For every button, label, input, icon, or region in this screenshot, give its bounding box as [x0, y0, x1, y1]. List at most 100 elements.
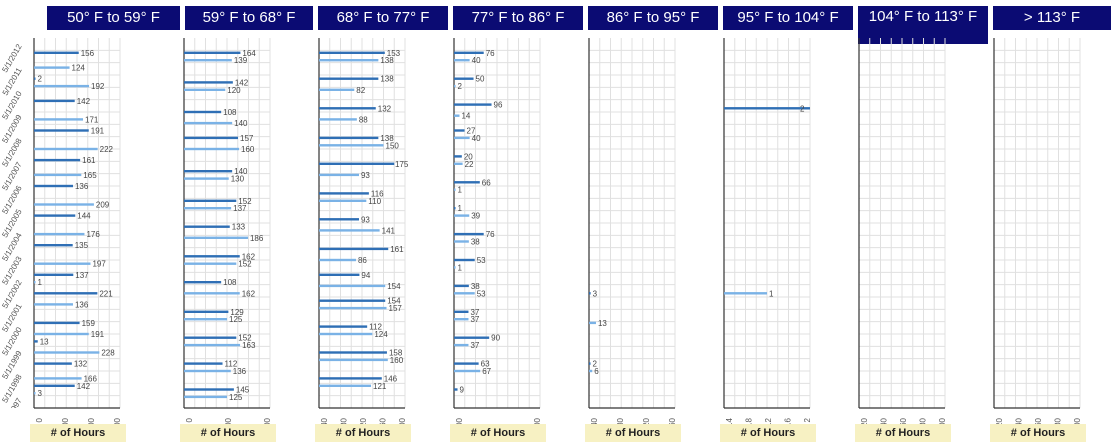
data-label: 159	[82, 319, 96, 328]
chart-panel-68-77: 4080120160200153138138821328813815017593…	[318, 38, 409, 431]
data-bar	[454, 214, 470, 217]
header-68-77: 68° F to 77° F	[318, 6, 448, 30]
data-label: 129	[230, 308, 244, 317]
data-bar	[34, 66, 70, 69]
data-bar	[724, 107, 810, 110]
data-label: 140	[234, 119, 248, 128]
data-bar	[184, 81, 233, 84]
data-label: 164	[242, 49, 256, 58]
data-label: 3	[38, 389, 43, 398]
data-label: 138	[380, 75, 394, 84]
data-bar	[34, 77, 36, 80]
data-bar	[724, 292, 767, 295]
data-label: 116	[371, 189, 384, 198]
data-bar	[454, 258, 475, 262]
data-label: 38	[471, 238, 480, 247]
data-label: 39	[471, 212, 480, 221]
data-label: 37	[470, 315, 479, 324]
data-label: 6	[594, 367, 599, 376]
data-bar	[319, 218, 359, 221]
data-bar	[319, 306, 387, 310]
data-bar	[34, 321, 80, 325]
data-bar	[184, 255, 240, 258]
data-label: 63	[481, 360, 490, 369]
data-label: 142	[77, 382, 91, 391]
data-bar	[319, 51, 385, 54]
data-label: 162	[242, 289, 256, 298]
data-bar	[34, 214, 76, 217]
data-bar	[184, 225, 230, 228]
data-bar	[184, 170, 233, 173]
data-bar	[319, 325, 368, 328]
chart-panel-gt-113: 20406080100	[993, 38, 1082, 431]
data-bar	[454, 240, 469, 243]
data-bar	[34, 362, 72, 365]
data-bar	[184, 362, 223, 365]
header-86-95: 86° F to 95° F	[588, 6, 718, 30]
data-label: 3	[593, 289, 598, 298]
data-bar	[319, 332, 373, 336]
data-label: 9	[460, 386, 465, 395]
data-bar	[319, 199, 367, 202]
data-label: 132	[74, 360, 88, 369]
data-label: 137	[75, 271, 89, 280]
header-59-68: 59° F to 68° F	[185, 6, 313, 30]
data-label: 82	[356, 86, 365, 95]
data-label: 142	[77, 97, 91, 106]
data-label: 163	[242, 341, 256, 350]
data-bar	[34, 392, 36, 395]
data-label: 191	[91, 127, 105, 136]
data-label: 137	[233, 204, 247, 213]
data-label: 162	[242, 252, 256, 261]
x-tick-label: 80	[340, 417, 349, 426]
data-label: 13	[40, 337, 49, 346]
data-bar	[319, 162, 395, 165]
data-label: 154	[387, 297, 401, 306]
data-label: 110	[368, 197, 381, 206]
data-label: 130	[231, 175, 245, 184]
data-label: 157	[240, 134, 254, 143]
x-tick-label: 0	[185, 417, 194, 422]
x-tick-label: 0	[35, 417, 44, 422]
data-label: 136	[75, 300, 89, 309]
data-bar	[454, 155, 462, 158]
data-bar	[319, 273, 360, 276]
data-label: 145	[236, 386, 250, 395]
data-label: 158	[389, 349, 403, 358]
data-label: 165	[83, 171, 97, 180]
data-label: 152	[238, 260, 252, 269]
data-label: 2	[800, 104, 805, 113]
data-label: 176	[86, 230, 100, 239]
data-label: 191	[91, 330, 105, 339]
x-tick-label: 0.4	[725, 417, 734, 429]
data-bar	[454, 292, 475, 295]
data-label: 197	[92, 260, 106, 269]
data-label: 53	[477, 256, 486, 265]
data-bar	[34, 184, 73, 188]
data-bar	[454, 232, 484, 236]
y-tick-label: 5/1/1997	[0, 396, 24, 408]
data-label: 154	[387, 282, 401, 291]
data-label: 40	[472, 56, 481, 65]
data-bar	[454, 84, 456, 88]
data-bar	[184, 292, 240, 295]
data-label: 93	[361, 215, 370, 224]
data-label: 139	[234, 56, 248, 65]
data-label: 90	[491, 334, 500, 343]
x-tick-label: 0.8	[745, 417, 754, 429]
data-label: 94	[361, 271, 370, 280]
x-tick-label: 40	[880, 417, 889, 426]
data-bar	[184, 388, 234, 391]
data-bar	[319, 229, 380, 232]
data-label: 14	[461, 112, 470, 121]
header-77-86: 77° F to 86° F	[453, 6, 583, 30]
data-bar	[454, 343, 469, 347]
data-label: 124	[72, 64, 86, 73]
data-label: 152	[238, 334, 252, 343]
data-label: 1	[458, 263, 463, 272]
data-label: 66	[482, 178, 491, 187]
data-label: 40	[472, 134, 481, 143]
data-bar	[319, 384, 372, 387]
data-bar	[319, 358, 388, 362]
data-bar	[184, 395, 227, 399]
